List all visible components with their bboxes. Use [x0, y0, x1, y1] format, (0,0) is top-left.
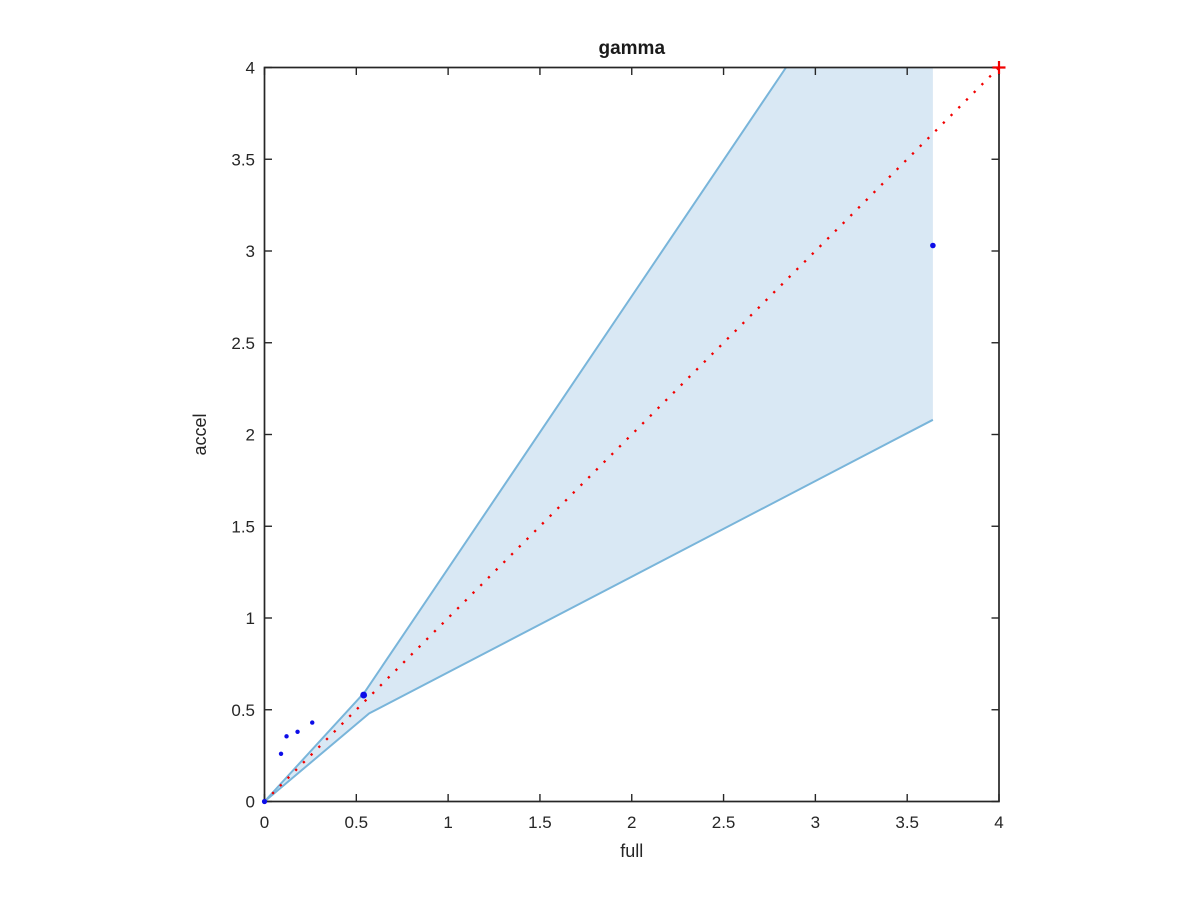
y-tick-label: 0.5	[231, 701, 255, 720]
y-tick-label: 1.5	[231, 517, 255, 536]
scatter-point	[295, 729, 300, 734]
x-tick-label: 3	[811, 813, 820, 832]
x-tick-label: 4	[994, 813, 1003, 832]
y-tick-label: 3	[246, 242, 255, 261]
y-axis-label: accel	[190, 413, 210, 455]
y-tick-label: 2	[246, 426, 255, 445]
x-tick-label: 1.5	[528, 813, 552, 832]
x-tick-label: 3.5	[895, 813, 919, 832]
scatter-point	[360, 691, 368, 699]
y-tick-label: 2.5	[231, 334, 255, 353]
x-tick-label: 1	[443, 813, 452, 832]
y-tick-label: 4	[246, 59, 255, 78]
scatter-point	[284, 734, 289, 739]
x-tick-label: 0	[260, 813, 269, 832]
y-tick-label: 0	[246, 793, 255, 812]
confidence-band-lower-edge	[263, 418, 934, 803]
scatter-point	[310, 720, 315, 725]
scatter-point	[261, 798, 268, 805]
x-tick-label: 0.5	[344, 813, 368, 832]
scatter-point	[278, 751, 284, 756]
x-tick-label: 2.5	[712, 813, 736, 832]
y-tick-label: 3.5	[231, 150, 255, 169]
scatter-point	[930, 242, 936, 249]
identity-line-plus-marker	[992, 61, 1006, 74]
y-tick-label: 1	[246, 609, 255, 628]
chart-title: gamma	[598, 38, 665, 59]
confidence-band-fill	[264, 67, 933, 802]
x-axis-label: full	[620, 841, 643, 861]
x-tick-label: 2	[627, 813, 636, 832]
